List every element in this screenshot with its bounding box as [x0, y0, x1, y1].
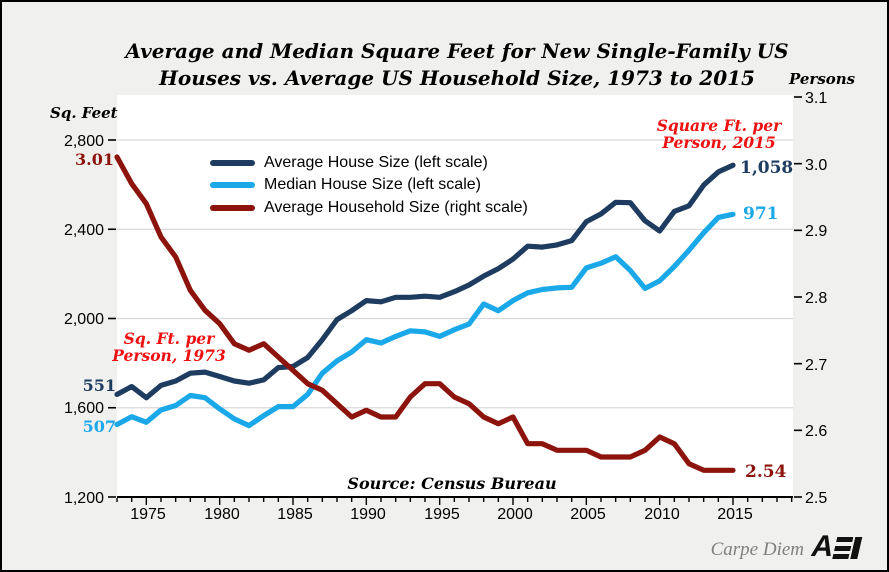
left-axis-tick-label: 2,400: [63, 222, 104, 239]
right-axis-tick-label: 2.7: [805, 357, 828, 374]
right-axis-tick-label: 3.1: [805, 90, 828, 107]
x-axis-tick-label: 2000: [497, 506, 533, 523]
annotation-sqft-per-person-2015: Square Ft. per Person, 2015: [656, 116, 782, 152]
x-axis-tick-label: 1975: [130, 506, 166, 523]
annotation-household-size-1973: 3.01: [75, 150, 114, 169]
source-note: Source: Census Bureau: [347, 474, 557, 493]
annotation-household-size-2015: 2.54: [745, 462, 787, 482]
left-axis-tick-label: 2,000: [63, 311, 104, 328]
right-axis-tick-label: 2.6: [805, 423, 828, 440]
left-axis-tick-label: 1,200: [63, 490, 104, 507]
right-axis-tick-label: 2.8: [805, 290, 828, 307]
x-axis-tick-label: 2015: [717, 506, 753, 523]
series-line-average-house-size-left-scale: [114, 162, 736, 401]
legend-swatch-average-house-size: [210, 160, 255, 166]
left-axis-tick-label: 1,600: [63, 400, 104, 417]
x-axis-tick-label: 1995: [424, 506, 460, 523]
right-axis-tick-label: 2.9: [805, 223, 828, 240]
left-axis-title: Sq. Feet: [50, 104, 118, 122]
annotation-avg-sqft-per-person-1973: 551: [82, 376, 116, 395]
annotation-sqft-per-person-1973: Sq. Ft. per Person, 1973: [112, 329, 226, 365]
aei-logo: A: [808, 530, 862, 563]
legend-swatch-average-household-size: [210, 205, 255, 211]
legend-swatch-median-house-size: [210, 182, 255, 188]
legend-label-average-house-size: Average House Size (left scale): [264, 154, 488, 171]
annotation-median-sqft-per-person-2015: 971: [743, 204, 779, 224]
series-line-median-house-size-left-scale: [114, 211, 736, 429]
left-axis-tick-label: 2,800: [63, 133, 104, 150]
annotation-avg-sqft-per-person-2015: 1,058: [740, 158, 794, 178]
legend-label-median-house-size: Median House Size (left scale): [264, 176, 481, 193]
x-axis-tick-label: 1980: [204, 506, 240, 523]
legend-item-average-house-size: Average House Size (left scale): [210, 152, 488, 174]
legend-label-average-household-size: Average Household Size (right scale): [264, 199, 528, 216]
title-line-1: Average and Median Square Feet for New S…: [125, 39, 789, 63]
series-line-average-household-size-right-scale: [114, 154, 736, 473]
title-line-2: Houses vs. Average US Household Size, 19…: [159, 66, 755, 90]
x-axis-tick-label: 2010: [644, 506, 680, 523]
annotation-median-sqft-per-person-1973: 507: [82, 417, 116, 436]
right-axis-tick-label: 3.0: [805, 157, 828, 174]
x-axis-tick-label: 2005: [570, 506, 606, 523]
page-title: Average and Median Square Feet for New S…: [27, 38, 887, 92]
right-axis-title: Persons: [789, 70, 856, 88]
x-axis-tick-label: 1985: [277, 506, 313, 523]
carpe-diem-credit: Carpe Diem: [710, 539, 804, 560]
right-axis-tick-label: 2.5: [805, 490, 828, 507]
legend-item-median-house-size: Median House Size (left scale): [210, 174, 481, 196]
x-axis-tick-label: 1990: [350, 506, 386, 523]
legend-item-average-household-size: Average Household Size (right scale): [210, 197, 528, 219]
